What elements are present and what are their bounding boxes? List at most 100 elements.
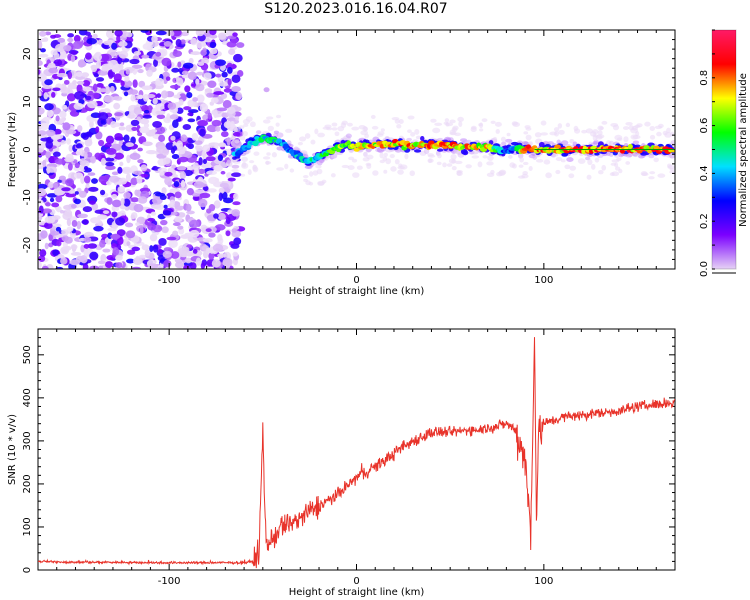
spectrogram-cell: [203, 72, 212, 81]
spectrogram-cell: [172, 222, 181, 227]
spectrogram-cell: [492, 136, 498, 142]
spectrogram-cell: [48, 62, 56, 68]
spectrogram-cell: [347, 165, 355, 171]
spectrogram-cell: [105, 180, 112, 186]
spectrogram-cell: [103, 95, 114, 103]
spectrogram-cell: [172, 50, 183, 58]
spectrogram-cells: [38, 30, 675, 269]
spectrogram-cell: [87, 172, 96, 176]
spectrogram-cell: [154, 126, 166, 135]
spectrogram-cell: [82, 206, 93, 213]
spectrogram-cell: [648, 154, 655, 159]
spectrogram-cell: [226, 148, 232, 156]
spectrogram-cell: [276, 167, 285, 171]
spectrogram-cell: [117, 186, 126, 193]
spectrogram-cell: [83, 166, 89, 171]
x-tick-label: 0: [353, 576, 359, 587]
spectrogram-cell: [217, 154, 224, 162]
spectrogram-cell: [398, 118, 404, 125]
spectrogram-cell: [162, 210, 172, 216]
spectrogram-cell: [356, 165, 363, 170]
spectrogram-cell: [314, 128, 319, 135]
spectrogram-cell: [82, 79, 91, 87]
spectrogram-cell: [193, 181, 205, 189]
spectrogram-cell: [179, 171, 187, 180]
spectrogram-cell: [129, 110, 135, 116]
spectrogram-cell: [137, 132, 143, 137]
spectrogram-cell: [73, 40, 83, 50]
spectrogram-cell: [140, 30, 149, 33]
spectrogram-cell: [97, 112, 109, 121]
spectrogram-cell: [186, 187, 194, 196]
spectrogram-cell: [114, 112, 124, 117]
spectrogram-cell: [427, 158, 433, 164]
spectrogram-cell: [247, 169, 252, 176]
spectrogram-cell: [151, 197, 163, 205]
spectrogram-cell: [112, 247, 120, 256]
spectrogram-cell: [86, 152, 93, 158]
spectrogram-cell: [227, 106, 236, 115]
spectrogram-cell: [206, 92, 214, 98]
spectrogram-cell: [152, 244, 159, 253]
spectrogram-cell: [88, 90, 94, 96]
spectrogram-cell: [158, 134, 166, 143]
spectrogram-cell: [330, 173, 336, 178]
spectrogram-cell: [446, 163, 453, 167]
spectrogram-cell: [190, 51, 201, 56]
spectrogram-cell: [262, 156, 271, 160]
spectrogram-cell: [55, 115, 60, 122]
spectrogram-cell: [587, 159, 593, 166]
spectrogram-cell: [198, 157, 203, 166]
spectrogram-cell: [81, 72, 90, 78]
spectrogram-cell: [187, 112, 194, 117]
y-tick-label: 10: [22, 95, 33, 108]
spectrogram-cell: [566, 157, 574, 162]
spectrogram-cell: [125, 69, 131, 75]
spectrogram-cell: [372, 170, 379, 176]
spectrogram-cell: [632, 140, 640, 145]
spectrogram-cell: [89, 251, 99, 261]
spectrogram-cell: [187, 235, 198, 243]
spectrogram-cell: [208, 176, 219, 185]
spectrogram-cell: [498, 169, 507, 175]
spectrogram-cell: [399, 164, 408, 170]
spectrogram-cell: [669, 131, 675, 137]
spectrogram-cell: [53, 187, 63, 196]
spectrogram-cell: [150, 211, 157, 216]
spectrogram-cell: [143, 109, 150, 114]
spectrogram-cell: [111, 171, 119, 176]
spectrogram-cell: [202, 185, 209, 192]
spectrogram-cell: [209, 41, 217, 49]
spectrogram-cell: [119, 161, 124, 167]
spectrogram-cell: [218, 187, 225, 194]
spectrogram-cell: [74, 91, 85, 100]
spectrogram-cell: [457, 116, 464, 122]
spectrogram-cell: [178, 99, 184, 106]
spectrogram-cell: [185, 203, 192, 212]
spectrogram-cell: [70, 251, 82, 256]
spectrogram-cell: [553, 127, 560, 132]
spectrogram-cell: [235, 92, 243, 101]
spectrogram-cell: [641, 172, 649, 176]
spectrogram-cell: [122, 168, 131, 173]
spectrogram-cell: [449, 119, 456, 124]
spectrogram-cell: [203, 145, 211, 152]
spectrogram-cell: [98, 88, 109, 93]
spectrogram-cell: [136, 175, 143, 184]
spectrogram-cell: [432, 127, 441, 134]
spectrogram-cell: [482, 155, 488, 159]
spectrogram-cell: [213, 91, 225, 95]
spectrogram-cell: [111, 199, 122, 208]
spectrogram-cell: [451, 127, 458, 133]
spectrogram-cell: [84, 31, 91, 36]
spectrogram-cell: [404, 153, 409, 160]
spectrogram-cell: [118, 50, 129, 59]
spectrogram-cell: [76, 220, 82, 230]
spectrogram-cell: [146, 69, 153, 77]
spectrogram-cell: [414, 128, 420, 135]
spectrogram-cell: [197, 120, 209, 127]
spectrogram-cell: [97, 260, 106, 265]
spectrogram-cell: [471, 155, 480, 159]
spectrogram-cell: [169, 114, 179, 120]
